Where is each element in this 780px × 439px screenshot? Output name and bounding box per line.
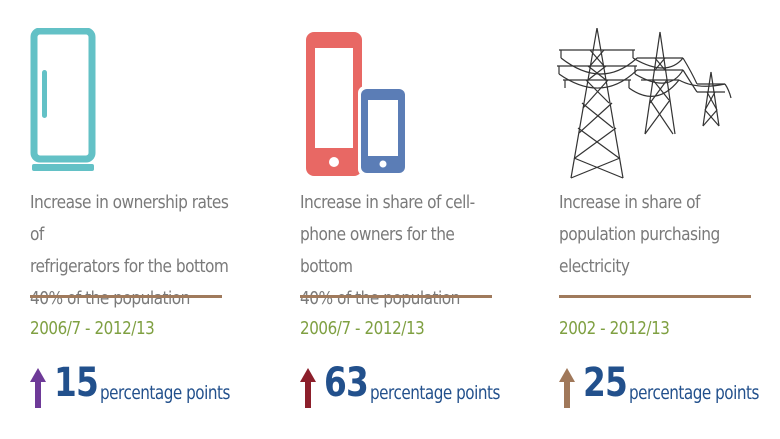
power-transmission-tower-icon (557, 28, 780, 180)
stat-unit: percentage points (370, 382, 500, 404)
stat-row: 25 percentage points (557, 360, 780, 414)
up-arrow-icon (559, 368, 575, 408)
divider (300, 295, 492, 298)
stat-row: 15 percentage points (28, 360, 268, 414)
up-arrow-icon (300, 368, 316, 408)
period-label: 2006/7 - 2012/13 (300, 318, 425, 339)
cellphone-stat-panel: Increase in share of cell- phone owners … (298, 0, 538, 439)
electricity-stat-panel: Increase in share of population purchasi… (557, 0, 780, 439)
stat-unit: percentage points (100, 382, 230, 404)
stat-value: 15 (54, 360, 99, 406)
stat-value: 63 (324, 360, 369, 406)
period-label: 2006/7 - 2012/13 (30, 318, 155, 339)
stat-value: 25 (583, 360, 628, 406)
period-label: 2002 - 2012/13 (559, 318, 670, 339)
cellphone-icon (298, 28, 538, 180)
divider (559, 295, 751, 298)
cellphone-description: Increase in share of cell- phone owners … (300, 193, 475, 309)
electricity-description: Increase in share of population purchasi… (559, 193, 720, 277)
divider (30, 295, 222, 298)
refrigerator-icon (28, 28, 268, 180)
stat-unit: percentage points (629, 382, 759, 404)
refrigerator-stat-panel: Increase in ownership rates of refrigera… (28, 0, 268, 439)
stat-row: 63 percentage points (298, 360, 538, 414)
up-arrow-icon (30, 368, 46, 408)
refrigerator-description: Increase in ownership rates of refrigera… (30, 193, 229, 309)
